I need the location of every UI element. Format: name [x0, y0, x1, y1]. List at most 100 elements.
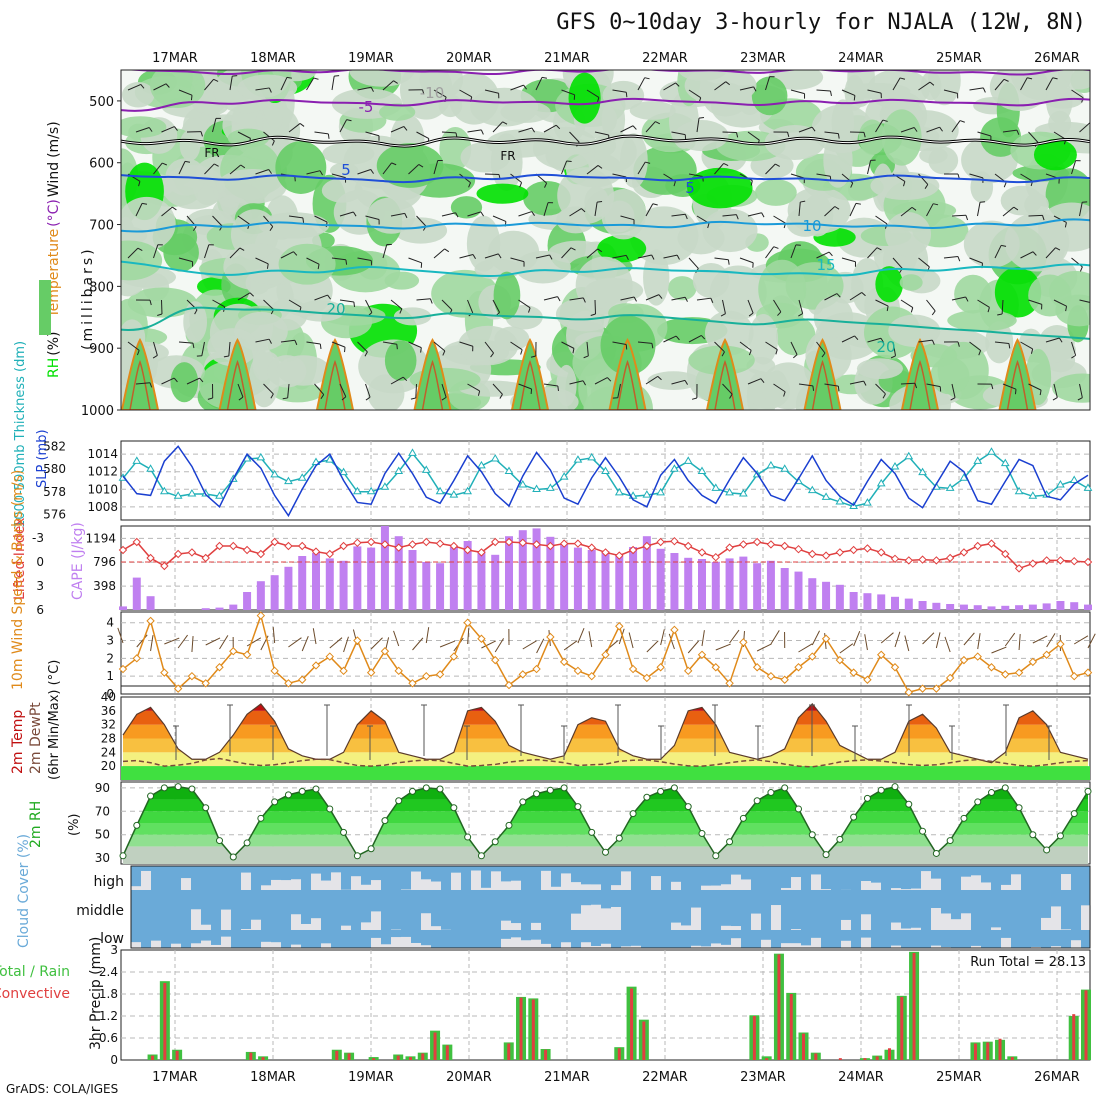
wind-speed-line-point	[1028, 657, 1038, 667]
precip-tick-label: 0.6	[99, 1031, 118, 1045]
upper-wind-barb	[510, 341, 523, 351]
cape-bar	[532, 528, 541, 610]
upper-wind-barb	[459, 341, 473, 347]
cloud-cell	[981, 882, 991, 890]
upper-wind-barb	[688, 257, 699, 269]
surface-wind-barb	[864, 634, 868, 651]
rh-line-point	[202, 804, 210, 812]
wind-speed-line-point	[380, 647, 390, 656]
lifted-index-line-point	[242, 545, 252, 555]
cloud-cell	[1031, 946, 1041, 948]
surface-wind-barb	[853, 631, 861, 647]
upper-wind-barb	[645, 203, 654, 217]
cape-bar	[367, 547, 376, 610]
thickness-line-point	[725, 487, 734, 496]
upper-wind-barb	[841, 335, 855, 343]
precip-convective-bar	[507, 1043, 511, 1060]
cape-bar	[670, 553, 679, 610]
thickness-line-point	[435, 486, 445, 495]
upper-wind-barb-flag	[959, 120, 965, 123]
upper-wind-barb	[637, 254, 652, 259]
upper-wind-barb-flag	[1052, 397, 1058, 401]
rh-shade	[856, 358, 903, 379]
cloud-cell	[951, 919, 961, 930]
upper-wind-barb	[969, 173, 984, 179]
thickness-tick-label: 578	[43, 485, 66, 499]
lifted-index-line-point	[973, 541, 982, 551]
lifted-index-line-point	[752, 537, 762, 547]
thickness-line-point	[821, 492, 831, 500]
upper-wind-barb-flag	[184, 160, 191, 163]
upper-wind-barb-flag	[965, 296, 969, 302]
wind-speed-line-point	[766, 671, 776, 681]
cloud-cell	[801, 945, 811, 948]
surface-wind-barb	[811, 630, 820, 646]
cape-bar	[973, 605, 982, 610]
upper-wind-barb	[390, 376, 404, 385]
upper-wind-barb-flag	[876, 247, 882, 251]
upper-wind-barb	[365, 131, 380, 137]
rh-shade	[179, 129, 201, 161]
cloud-cell	[721, 925, 731, 930]
precip-convective-bar	[408, 1057, 412, 1060]
wind-speed-line-point	[394, 666, 403, 676]
upper-wind-barb	[824, 131, 839, 135]
thickness-line-point	[146, 464, 155, 472]
upper-wind-barb	[688, 173, 703, 178]
upper-wind-barb	[433, 341, 446, 352]
cloud-cell	[531, 939, 541, 948]
precip-tick-label: 1.8	[99, 987, 118, 1001]
cloud-cell	[561, 942, 571, 948]
upper-wind-barb	[288, 299, 302, 308]
lifted-index-line-point	[1028, 559, 1038, 568]
upper-wind-barb-flag	[886, 305, 889, 312]
rh-shade	[758, 259, 807, 319]
cape-bar	[780, 568, 789, 610]
upper-wind-barb	[892, 341, 897, 356]
cape-bar	[849, 592, 858, 610]
lifted-index-line-point	[173, 549, 183, 559]
wind-speed-line-point	[904, 688, 913, 697]
precip-convective-bar	[163, 983, 167, 1060]
cape-bar	[298, 556, 307, 610]
cape-bar	[835, 584, 844, 610]
upper-wind-barb-flag	[761, 212, 765, 218]
wind-speed-line-point	[697, 650, 707, 659]
rh-shade	[470, 87, 539, 127]
upper-wind-barb-flag	[442, 350, 446, 356]
cloud-cell	[861, 914, 871, 930]
upper-wind-barb	[331, 76, 335, 91]
temp-tick-label: 20	[101, 759, 116, 773]
upper-wind-barb-flag	[811, 126, 816, 132]
rh-line-point	[1029, 831, 1037, 839]
upper-wind-barb-flag	[950, 397, 956, 401]
wind-speed-line-point	[890, 663, 900, 672]
upper-wind-barb-flag	[725, 81, 731, 86]
cloud-cell	[421, 879, 431, 890]
cloud-cell	[701, 885, 711, 890]
upper-wind-barb	[663, 335, 677, 343]
upper-wind-barb	[135, 203, 143, 217]
cape-bar	[1070, 602, 1079, 610]
upper-wind-barb	[127, 341, 140, 351]
lifted-index-line-point	[311, 547, 321, 556]
rh-shade	[885, 212, 932, 257]
surface-wind-barb	[536, 638, 545, 654]
rh-line-point	[781, 784, 789, 792]
thickness-tick-label: 576	[43, 507, 66, 521]
surface-wind-barb	[1018, 634, 1021, 651]
surface-heat-plume	[705, 338, 745, 410]
rh-shade	[597, 234, 647, 263]
lifted-index-line-point	[380, 540, 390, 549]
cape-bar	[684, 557, 693, 610]
upper-wind-barb	[441, 131, 457, 134]
precip-convective-bar	[151, 1055, 155, 1060]
upper-wind-barb-flag	[286, 76, 292, 79]
rh-shade	[568, 72, 601, 124]
surface-heat-plume	[413, 338, 452, 410]
upper-wind-barb-flag	[914, 383, 918, 389]
upper-wind-barb	[816, 341, 826, 354]
upper-wind-barb	[127, 247, 139, 259]
cape-bar	[587, 550, 596, 610]
